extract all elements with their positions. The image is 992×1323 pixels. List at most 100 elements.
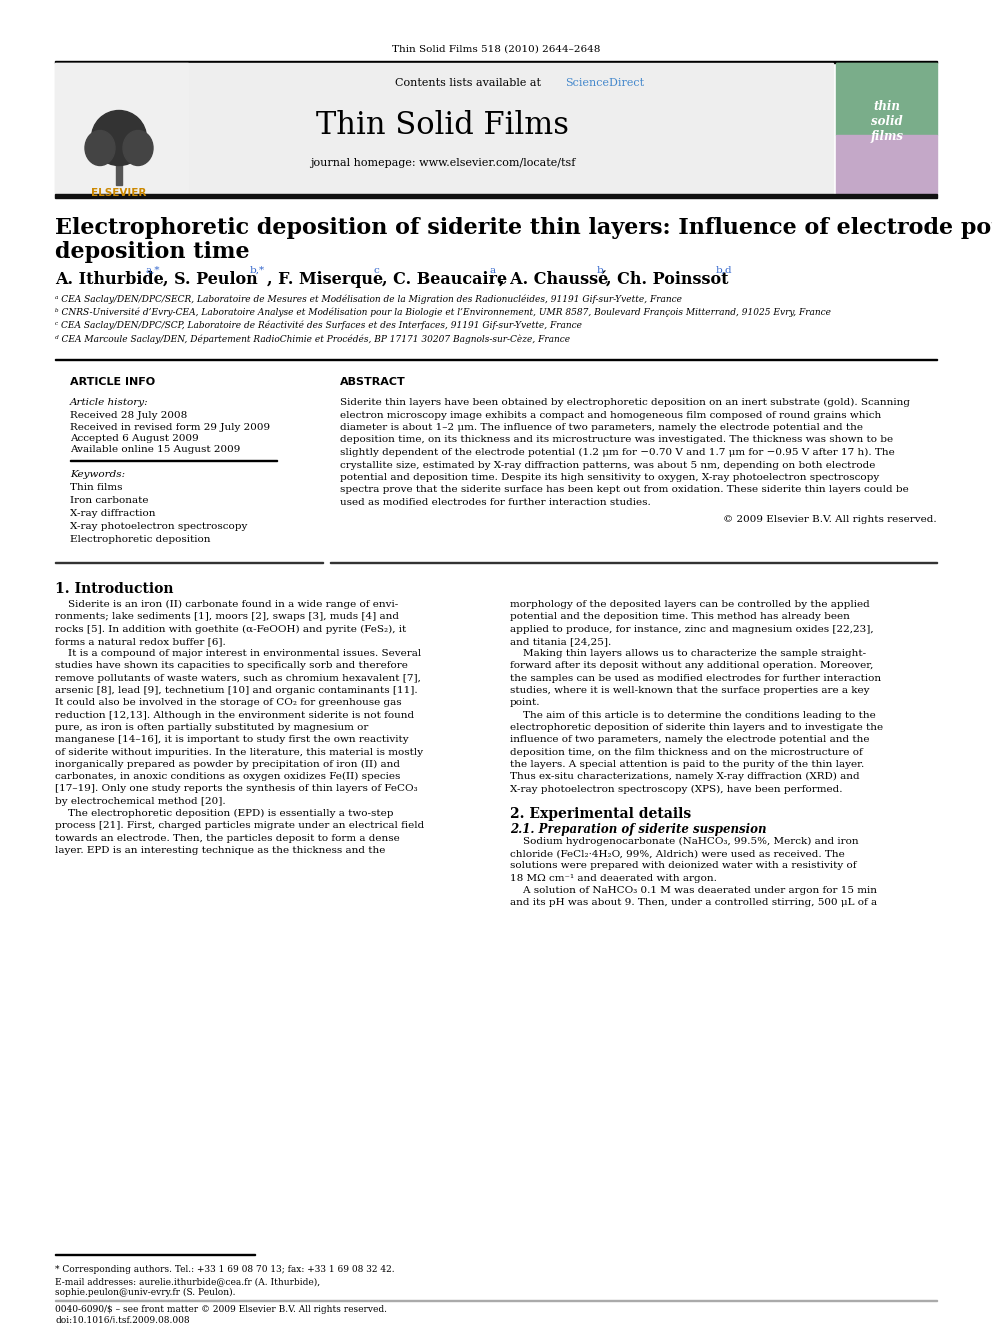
Text: Siderite thin layers have been obtained by electrophoretic deposition on an iner: Siderite thin layers have been obtained …	[340, 398, 910, 407]
Text: b,*: b,*	[250, 266, 265, 275]
Text: forms a natural redox buffer [6].: forms a natural redox buffer [6].	[55, 636, 226, 646]
Text: Making thin layers allows us to characterize the sample straight-: Making thin layers allows us to characte…	[510, 650, 866, 659]
Bar	[55, 64, 188, 193]
Text: 2.1. Preparation of siderite suspension: 2.1. Preparation of siderite suspension	[510, 823, 767, 836]
Text: Keywords:: Keywords:	[70, 470, 125, 479]
Text: Thin Solid Films 518 (2010) 2644–2648: Thin Solid Films 518 (2010) 2644–2648	[392, 45, 600, 54]
Text: arsenic [8], lead [9], technetium [10] and organic contaminants [11].: arsenic [8], lead [9], technetium [10] a…	[55, 687, 418, 695]
Text: , A. Chaussé: , A. Chaussé	[499, 271, 608, 288]
Bar	[116, 146, 122, 185]
Text: applied to produce, for instance, zinc and magnesium oxides [22,23],: applied to produce, for instance, zinc a…	[510, 624, 874, 634]
Text: 0040-6090/$ – see front matter © 2009 Elsevier B.V. All rights reserved.: 0040-6090/$ – see front matter © 2009 El…	[55, 1304, 387, 1314]
Text: It could also be involved in the storage of CO₂ for greenhouse gas: It could also be involved in the storage…	[55, 699, 402, 708]
Text: spectra prove that the siderite surface has been kept out from oxidation. These : spectra prove that the siderite surface …	[340, 486, 909, 495]
Text: the layers. A special attention is paid to the purity of the thin layer.: the layers. A special attention is paid …	[510, 759, 864, 769]
Text: deposition time, on the film thickness and on the microstructure of: deposition time, on the film thickness a…	[510, 747, 863, 757]
Text: Sodium hydrogenocarbonate (NaHCO₃, 99.5%, Merck) and iron: Sodium hydrogenocarbonate (NaHCO₃, 99.5%…	[510, 837, 859, 845]
Bar	[55, 64, 833, 193]
Text: Article history:: Article history:	[70, 398, 149, 407]
Text: A. Ithurbide: A. Ithurbide	[55, 271, 164, 288]
Text: It is a compound of major interest in environmental issues. Several: It is a compound of major interest in en…	[55, 650, 422, 659]
Text: ABSTRACT: ABSTRACT	[340, 377, 406, 388]
Bar	[836, 64, 937, 135]
Bar	[330, 561, 937, 564]
Text: b,d: b,d	[716, 266, 733, 275]
Text: point.: point.	[510, 699, 541, 708]
Text: process [21]. First, charged particles migrate under an electrical field: process [21]. First, charged particles m…	[55, 822, 425, 831]
Text: X-ray diffraction: X-ray diffraction	[70, 509, 156, 519]
Text: deposition time, on its thickness and its microstructure was investigated. The t: deposition time, on its thickness and it…	[340, 435, 893, 445]
Text: ELSEVIER: ELSEVIER	[91, 188, 147, 198]
Text: Available online 15 August 2009: Available online 15 August 2009	[70, 446, 240, 455]
Text: ronments; lake sediments [1], moors [2], swaps [3], muds [4] and: ronments; lake sediments [1], moors [2],…	[55, 613, 399, 622]
Text: E-mail addresses: aurelie.ithurbide@cea.fr (A. Ithurbide),: E-mail addresses: aurelie.ithurbide@cea.…	[55, 1277, 320, 1286]
Text: © 2009 Elsevier B.V. All rights reserved.: © 2009 Elsevier B.V. All rights reserved…	[723, 515, 937, 524]
Text: ᶜ CEA Saclay/DEN/DPC/SCP, Laboratoire de Réactivité des Surfaces et des Interfac: ᶜ CEA Saclay/DEN/DPC/SCP, Laboratoire de…	[55, 321, 582, 331]
Text: Electrophoretic deposition of siderite thin layers: Influence of electrode poten: Electrophoretic deposition of siderite t…	[55, 217, 992, 239]
Text: The aim of this article is to determine the conditions leading to the: The aim of this article is to determine …	[510, 710, 876, 720]
Text: Received in revised form 29 July 2009: Received in revised form 29 July 2009	[70, 422, 270, 431]
Text: , C. Beaucaire: , C. Beaucaire	[382, 271, 507, 288]
Text: journal homepage: www.elsevier.com/locate/tsf: journal homepage: www.elsevier.com/locat…	[310, 157, 575, 168]
Text: , Ch. Poinssot: , Ch. Poinssot	[606, 271, 728, 288]
Text: ᵈ CEA Marcoule Saclay/DEN, Département RadioChimie et Procédés, BP 17171 30207 B: ᵈ CEA Marcoule Saclay/DEN, Département R…	[55, 335, 570, 344]
Text: diameter is about 1–2 μm. The influence of two parameters, namely the electrode : diameter is about 1–2 μm. The influence …	[340, 423, 863, 433]
Text: ARTICLE INFO: ARTICLE INFO	[70, 377, 155, 388]
Text: Accepted 6 August 2009: Accepted 6 August 2009	[70, 434, 198, 443]
Text: 2. Experimental details: 2. Experimental details	[510, 807, 691, 820]
Text: towards an electrode. Then, the particles deposit to form a dense: towards an electrode. Then, the particle…	[55, 833, 400, 843]
Text: used as modified electrodes for further interaction studies.: used as modified electrodes for further …	[340, 497, 651, 507]
Bar	[836, 135, 937, 193]
Text: , S. Peulon: , S. Peulon	[163, 271, 258, 288]
Text: Iron carbonate: Iron carbonate	[70, 496, 149, 505]
Text: of siderite without impurities. In the literature, this material is mostly: of siderite without impurities. In the l…	[55, 747, 424, 757]
Text: studies have shown its capacities to specifically sorb and therefore: studies have shown its capacities to spe…	[55, 662, 408, 671]
Text: pure, as iron is often partially substituted by magnesium or: pure, as iron is often partially substit…	[55, 722, 368, 732]
Text: * Corresponding authors. Tel.: +33 1 69 08 70 13; fax: +33 1 69 08 32 42.: * Corresponding authors. Tel.: +33 1 69 …	[55, 1265, 395, 1274]
Ellipse shape	[123, 131, 153, 165]
Ellipse shape	[91, 111, 147, 165]
Text: ᵇ CNRS-Université d’Evry-CEA, Laboratoire Analyse et Modélisation pour la Biolog: ᵇ CNRS-Université d’Evry-CEA, Laboratoir…	[55, 307, 831, 318]
Text: The electrophoretic deposition (EPD) is essentially a two-step: The electrophoretic deposition (EPD) is …	[55, 810, 394, 818]
Text: ScienceDirect: ScienceDirect	[565, 78, 644, 89]
Text: Contents lists available at: Contents lists available at	[395, 78, 545, 89]
Text: by electrochemical method [20].: by electrochemical method [20].	[55, 796, 225, 806]
Text: manganese [14–16], it is important to study first the own reactivity: manganese [14–16], it is important to st…	[55, 736, 409, 745]
Text: chloride (FeCl₂·4H₂O, 99%, Aldrich) were used as received. The: chloride (FeCl₂·4H₂O, 99%, Aldrich) were…	[510, 849, 845, 859]
Text: , F. Miserque: , F. Miserque	[267, 271, 383, 288]
Text: reduction [12,13]. Although in the environment siderite is not found: reduction [12,13]. Although in the envir…	[55, 710, 414, 720]
Text: inorganically prepared as powder by precipitation of iron (II) and: inorganically prepared as powder by prec…	[55, 759, 400, 769]
Text: rocks [5]. In addition with goethite (α-FeOOH) and pyrite (FeS₂), it: rocks [5]. In addition with goethite (α-…	[55, 624, 407, 634]
Text: X-ray photoelectron spectroscopy (XPS), have been performed.: X-ray photoelectron spectroscopy (XPS), …	[510, 785, 842, 794]
Text: b: b	[597, 266, 604, 275]
Text: Thus ex-situ characterizations, namely X-ray diffraction (XRD) and: Thus ex-situ characterizations, namely X…	[510, 773, 860, 782]
Text: ᵃ CEA Saclay/DEN/DPC/SECR, Laboratoire de Mesures et Modélisation de la Migratio: ᵃ CEA Saclay/DEN/DPC/SECR, Laboratoire d…	[55, 294, 682, 303]
Text: 18 MΩ cm⁻¹ and deaerated with argon.: 18 MΩ cm⁻¹ and deaerated with argon.	[510, 873, 717, 882]
Text: electrophoretic deposition of siderite thin layers and to investigate the: electrophoretic deposition of siderite t…	[510, 722, 883, 732]
Text: electron microscopy image exhibits a compact and homogeneous film composed of ro: electron microscopy image exhibits a com…	[340, 410, 881, 419]
Text: crystallite size, estimated by X-ray diffraction patterns, was about 5 nm, depen: crystallite size, estimated by X-ray dif…	[340, 460, 875, 470]
Text: doi:10.1016/j.tsf.2009.08.008: doi:10.1016/j.tsf.2009.08.008	[55, 1316, 189, 1323]
Text: c: c	[373, 266, 379, 275]
Text: studies, where it is well-known that the surface properties are a key: studies, where it is well-known that the…	[510, 687, 870, 695]
Bar	[55, 194, 937, 198]
Text: a,*: a,*	[146, 266, 161, 275]
Text: layer. EPD is an interesting technique as the thickness and the: layer. EPD is an interesting technique a…	[55, 845, 385, 855]
Text: slightly dependent of the electrode potential (1.2 μm for −0.70 V and 1.7 μm for: slightly dependent of the electrode pote…	[340, 448, 895, 458]
Text: Electrophoretic deposition: Electrophoretic deposition	[70, 534, 210, 544]
Text: 1. Introduction: 1. Introduction	[55, 582, 174, 595]
Text: deposition time: deposition time	[55, 241, 250, 263]
Text: solutions were prepared with deionized water with a resistivity of: solutions were prepared with deionized w…	[510, 861, 856, 871]
Text: morphology of the deposited layers can be controlled by the applied: morphology of the deposited layers can b…	[510, 601, 870, 609]
Text: and titania [24,25].: and titania [24,25].	[510, 636, 611, 646]
Text: and its pH was about 9. Then, under a controlled stirring, 500 μL of a: and its pH was about 9. Then, under a co…	[510, 898, 877, 908]
Text: remove pollutants of waste waters, such as chromium hexavalent [7],: remove pollutants of waste waters, such …	[55, 673, 421, 683]
Text: Thin films: Thin films	[70, 483, 122, 492]
Text: Received 28 July 2008: Received 28 July 2008	[70, 411, 187, 419]
Text: carbonates, in anoxic conditions as oxygen oxidizes Fe(II) species: carbonates, in anoxic conditions as oxyg…	[55, 773, 401, 782]
Text: forward after its deposit without any additional operation. Moreover,: forward after its deposit without any ad…	[510, 662, 873, 671]
Bar	[55, 61, 937, 64]
Text: [17–19]. Only one study reports the synthesis of thin layers of FeCO₃: [17–19]. Only one study reports the synt…	[55, 785, 418, 794]
Text: the samples can be used as modified electrodes for further interaction: the samples can be used as modified elec…	[510, 673, 881, 683]
Text: thin
solid
films: thin solid films	[871, 101, 904, 143]
